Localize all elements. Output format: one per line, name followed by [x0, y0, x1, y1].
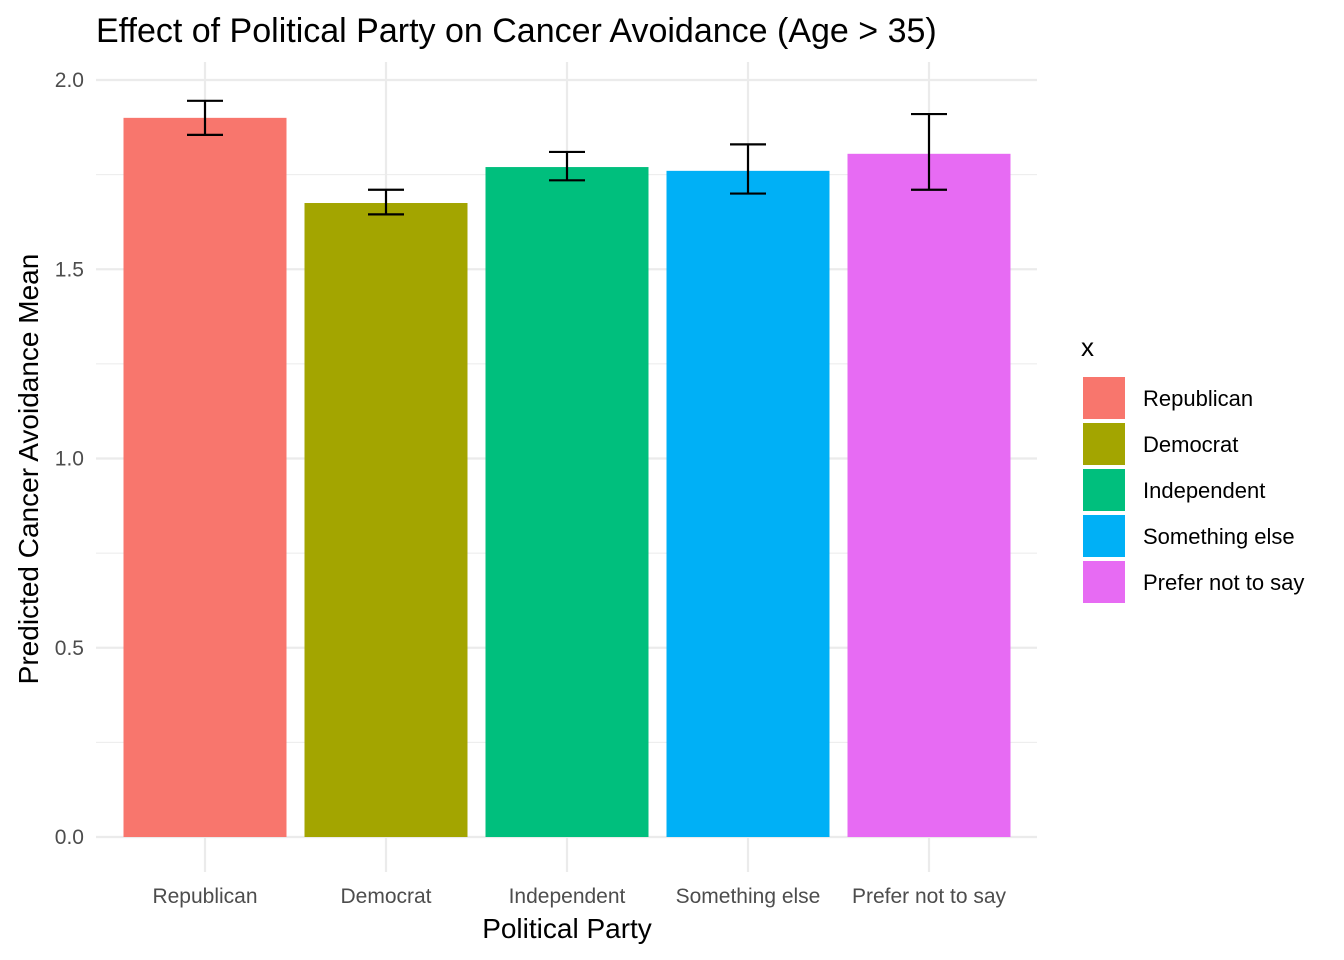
bar-republican: [123, 117, 287, 838]
legend-entry: Prefer not to say: [1083, 561, 1304, 603]
error-bars: [187, 99, 947, 216]
y-axis-title: Predicted Cancer Avoidance Mean: [13, 254, 44, 685]
bars: [123, 117, 1011, 838]
x-tick-label: Democrat: [340, 885, 431, 908]
legend-entry: Republican: [1083, 377, 1253, 419]
legend-entry: Democrat: [1083, 423, 1238, 465]
y-tick-label: 1.0: [55, 448, 84, 471]
legend-key: [1083, 515, 1125, 557]
y-tick-label: 0.5: [55, 637, 84, 660]
error-bar-democrat: [368, 188, 404, 216]
bar-something-else: [666, 170, 830, 838]
legend-label: Republican: [1143, 386, 1253, 411]
legend-label: Democrat: [1143, 432, 1238, 457]
y-tick-label: 1.5: [55, 258, 84, 281]
legend-key: [1083, 561, 1125, 603]
legend-label: Prefer not to say: [1143, 570, 1304, 595]
error-bar-republican: [187, 99, 223, 136]
legend-key: [1083, 423, 1125, 465]
legend: x Republican Democrat Independent Something…: [1081, 332, 1304, 603]
x-tick-label: Prefer not to say: [852, 885, 1007, 908]
x-tick-label: Republican: [152, 885, 257, 908]
legend-entry: Independent: [1083, 469, 1265, 511]
y-tick-label: 2.0: [55, 69, 84, 92]
error-bar-something-else: [730, 143, 766, 195]
bar-democrat: [304, 203, 468, 837]
legend-label: Something else: [1143, 524, 1295, 549]
chart-title: Effect of Political Party on Cancer Avoi…: [96, 12, 937, 50]
legend-title: x: [1081, 332, 1094, 362]
legend-entry: Something else: [1083, 515, 1295, 557]
y-tick-label: 0.0: [55, 826, 84, 849]
bar-prefer-not-to-say: [847, 153, 1011, 837]
x-axis-title: Political Party: [482, 913, 652, 944]
bar-independent: [485, 167, 649, 837]
error-bar-independent: [549, 150, 585, 182]
x-tick-label: Independent: [509, 885, 626, 908]
error-bar-prefer-not-to-say: [911, 112, 947, 191]
legend-key: [1083, 469, 1125, 511]
y-axis-tick-labels: 0.0 0.5 1.0 1.5 2.0: [55, 69, 84, 849]
x-axis-tick-labels: Republican Democrat Independent Something e…: [152, 885, 1006, 908]
x-tick-label: Something else: [676, 885, 821, 908]
legend-key: [1083, 377, 1125, 419]
legend-label: Independent: [1143, 478, 1265, 503]
